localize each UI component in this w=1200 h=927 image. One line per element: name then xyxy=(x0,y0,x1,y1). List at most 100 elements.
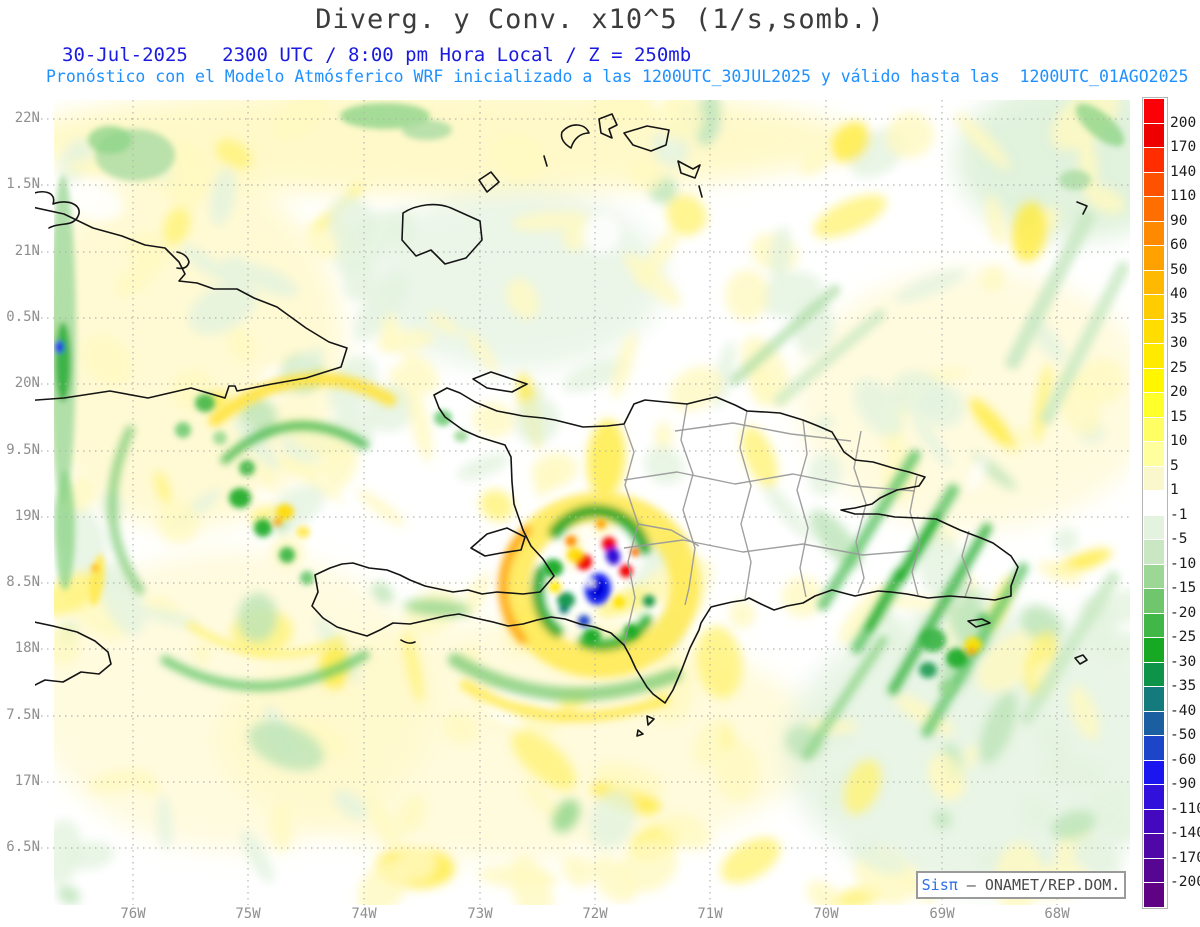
lon-label: 68W xyxy=(1044,906,1070,922)
colorbar-label: -60 xyxy=(1170,751,1197,768)
map-area xyxy=(15,70,1195,927)
colorbar-label: -20 xyxy=(1170,604,1197,621)
colorbar-cell xyxy=(1144,785,1164,809)
colorbar-cell xyxy=(1144,319,1164,343)
lon-label: 71W xyxy=(697,906,723,922)
colorbar-label: -35 xyxy=(1170,678,1197,694)
colorbar-label: -110 xyxy=(1170,800,1200,817)
lon-label: 69W xyxy=(929,906,955,922)
colorbar-cells xyxy=(1144,99,1166,907)
colorbar-label: -15 xyxy=(1170,580,1197,596)
lon-label: 70W xyxy=(813,906,839,922)
lon-label: 76W xyxy=(120,906,146,922)
lat-label: 0.5N xyxy=(6,309,40,325)
colorbar-cell xyxy=(1144,172,1164,196)
colorbar-cell xyxy=(1144,270,1164,294)
colorbar-label: 50 xyxy=(1170,261,1188,278)
colorbar-cell xyxy=(1144,197,1164,221)
lat-label: 8.5N xyxy=(6,574,40,590)
colorbar-label: -140 xyxy=(1170,825,1200,841)
colorbar-label: -10 xyxy=(1170,555,1197,572)
page-title: Diverg. y Conv. x10^5 (1/s,somb.) xyxy=(315,4,885,35)
lat-label: 9.5N xyxy=(6,442,40,458)
colorbar-label: -40 xyxy=(1170,702,1197,719)
colorbar-cell xyxy=(1144,417,1164,441)
colorbar-cell xyxy=(1144,760,1164,784)
valid-time-line: 30-Jul-2025 2300 UTC / 8:00 pm Hora Loca… xyxy=(62,44,692,66)
colorbar-cell xyxy=(1144,123,1164,147)
colorbar-label: -50 xyxy=(1170,727,1197,743)
colorbar-cell xyxy=(1144,736,1164,760)
lat-label: 17N xyxy=(14,773,40,789)
colorbar-cell xyxy=(1144,368,1164,392)
colorbar-cell xyxy=(1144,442,1164,466)
colorbar-label: 5 xyxy=(1170,457,1179,474)
colorbar-label: 1 xyxy=(1170,482,1179,498)
colorbar-cell xyxy=(1144,491,1164,515)
colorbar-label: 20 xyxy=(1170,384,1188,400)
colorbar-label: -170 xyxy=(1170,849,1200,866)
colorbar-label: -5 xyxy=(1170,531,1188,547)
colorbar-label: -1 xyxy=(1170,506,1188,523)
colorbar-cell xyxy=(1144,687,1164,711)
graticule xyxy=(35,100,1130,905)
colorbar-cell xyxy=(1144,515,1164,539)
colorbar-label: 110 xyxy=(1170,188,1197,204)
colorbar-label: 140 xyxy=(1170,163,1197,180)
colorbar-cell xyxy=(1144,221,1164,245)
colorbar-cell xyxy=(1144,638,1164,662)
colorbar-label: 90 xyxy=(1170,212,1188,229)
lat-label: 19N xyxy=(14,508,40,524)
province-borders xyxy=(623,403,972,646)
colorbar-label: 170 xyxy=(1170,139,1197,155)
colorbar xyxy=(1142,97,1168,909)
colorbar-cell xyxy=(1144,589,1164,613)
lat-label: 7.5N xyxy=(6,707,40,723)
credit-box: Sisπ – ONAMET/REP.DOM. xyxy=(916,871,1126,899)
coastlines xyxy=(22,113,1088,737)
colorbar-cell xyxy=(1144,883,1164,907)
colorbar-cell xyxy=(1144,148,1164,172)
colorbar-label: -25 xyxy=(1170,629,1197,645)
lat-label: 20N xyxy=(14,375,40,391)
sispi-logo: Sisπ xyxy=(921,876,958,894)
colorbar-cell xyxy=(1144,540,1164,564)
colorbar-cell xyxy=(1144,711,1164,735)
lat-label: 22N xyxy=(14,110,40,126)
colorbar-label: 30 xyxy=(1170,335,1188,351)
field-streaks xyxy=(107,210,1130,760)
lon-label: 75W xyxy=(235,906,261,922)
colorbar-cell xyxy=(1144,662,1164,686)
colorbar-cell xyxy=(1144,246,1164,270)
colorbar-label: -200 xyxy=(1170,874,1200,890)
colorbar-label: 200 xyxy=(1170,114,1197,131)
colorbar-cell xyxy=(1144,564,1164,588)
colorbar-cell xyxy=(1144,295,1164,319)
colorbar-cell xyxy=(1144,834,1164,858)
colorbar-label: -30 xyxy=(1170,653,1197,670)
colorbar-cell xyxy=(1144,99,1164,123)
colorbar-label: 40 xyxy=(1170,286,1188,302)
field-features xyxy=(50,103,1125,696)
colorbar-cell xyxy=(1144,393,1164,417)
colorbar-label: 35 xyxy=(1170,310,1188,327)
colorbar-label: 10 xyxy=(1170,433,1188,449)
lat-label: 21N xyxy=(14,243,40,259)
colorbar-cell xyxy=(1144,344,1164,368)
colorbar-cell xyxy=(1144,613,1164,637)
credit-text: – ONAMET/REP.DOM. xyxy=(957,876,1121,894)
divergence-map xyxy=(15,70,1195,927)
lon-label: 74W xyxy=(351,906,377,922)
lat-label: 6.5N xyxy=(6,839,40,855)
colorbar-label: -90 xyxy=(1170,776,1197,792)
lat-label: 18N xyxy=(14,640,40,656)
colorbar-cell xyxy=(1144,858,1164,882)
colorbar-label: 25 xyxy=(1170,359,1188,376)
lon-label: 72W xyxy=(582,906,608,922)
lon-label: 73W xyxy=(467,906,493,922)
model-info-line: Pronóstico con el Modelo Atmósferico WRF… xyxy=(46,67,1189,86)
colorbar-label: 60 xyxy=(1170,237,1188,253)
colorbar-cell xyxy=(1144,809,1164,833)
colorbar-cell xyxy=(1144,466,1164,490)
